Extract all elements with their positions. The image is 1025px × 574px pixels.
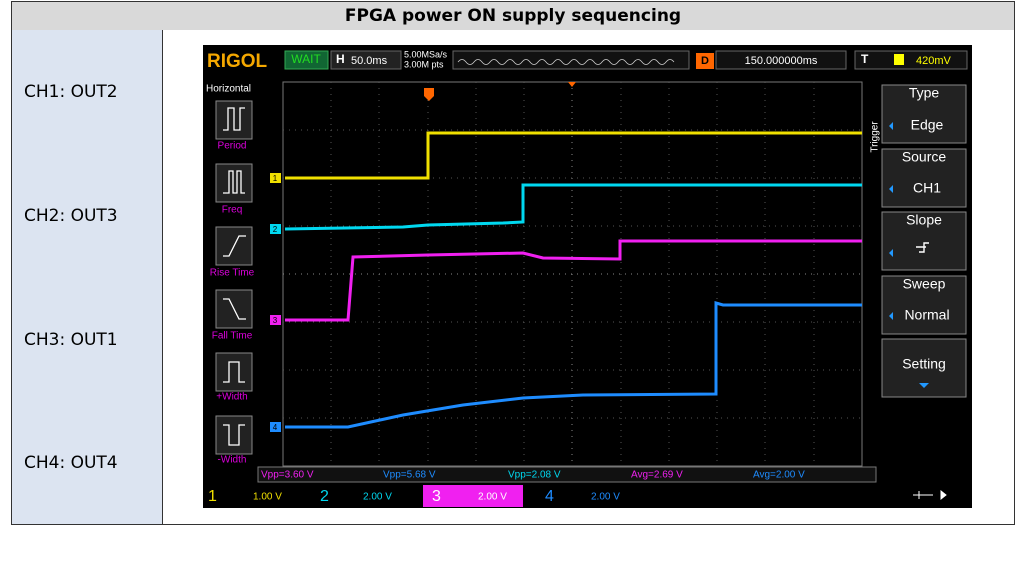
channel-scale: 2.00 V bbox=[363, 492, 392, 503]
menu-title: Trigger bbox=[870, 121, 881, 153]
oscilloscope-screen: RIGOL WAIT H 50.0ms 5.00MSa/s 3.00M pts … bbox=[203, 45, 972, 508]
channel-number: 4 bbox=[545, 488, 554, 505]
status: WAIT bbox=[291, 52, 321, 66]
row-label: CH4: OUT4 bbox=[11, 402, 163, 525]
menu-item: Rise Time bbox=[210, 268, 255, 279]
row-label: CH2: OUT3 bbox=[11, 154, 163, 279]
menu-value: CH1 bbox=[913, 180, 941, 196]
menu-label: Setting bbox=[902, 356, 946, 372]
delay-label: D bbox=[701, 55, 709, 67]
trigger-label: T bbox=[861, 52, 869, 66]
channel-scale: 2.00 V bbox=[591, 492, 620, 503]
row-label: CH3: OUT1 bbox=[11, 278, 163, 403]
menu-value: Edge bbox=[911, 117, 944, 133]
measurement: Vpp=2.08 V bbox=[508, 470, 561, 481]
timebase-label: H bbox=[336, 52, 345, 66]
timebase: 50.0ms bbox=[351, 55, 388, 67]
brand: RIGOL bbox=[207, 51, 268, 72]
channel-number: 1 bbox=[208, 488, 217, 505]
menu-item: -Width bbox=[218, 455, 247, 466]
channel-number: 2 bbox=[320, 488, 329, 505]
menu-value: Normal bbox=[904, 307, 949, 323]
table-title: FPGA power ON supply sequencing bbox=[11, 1, 1015, 31]
channel-scale: 1.00 V bbox=[253, 492, 282, 503]
delay: 150.000000ms bbox=[745, 55, 818, 67]
menu-label: Type bbox=[909, 85, 940, 101]
channel-marker: 3 bbox=[273, 316, 278, 325]
menu-item: Period bbox=[218, 141, 247, 152]
measurement: Vpp=3.60 V bbox=[261, 470, 314, 481]
channel-marker: 4 bbox=[273, 423, 278, 432]
menu-label: Slope bbox=[906, 212, 942, 228]
sample-rate: 5.00MSa/s bbox=[404, 49, 448, 59]
menu-item: +Width bbox=[216, 392, 247, 403]
channel-number: 3 bbox=[432, 488, 441, 505]
menu-title: Horizontal bbox=[206, 84, 251, 95]
measurement: Vpp=5.68 V bbox=[383, 470, 436, 481]
points: 3.00M pts bbox=[404, 59, 444, 69]
row-label: CH1: OUT2 bbox=[11, 30, 163, 155]
measurement: Avg=2.69 V bbox=[631, 470, 683, 481]
menu-label: Source bbox=[902, 149, 947, 165]
menu-label: Sweep bbox=[903, 276, 946, 292]
menu-item: Fall Time bbox=[212, 331, 253, 342]
channel-marker: 1 bbox=[273, 174, 278, 183]
menu-item: Freq bbox=[222, 205, 243, 216]
measurement: Avg=2.00 V bbox=[753, 470, 805, 481]
trigger-level: 420mV bbox=[916, 55, 952, 67]
channel-scale: 2.00 V bbox=[478, 492, 507, 503]
channel-marker: 2 bbox=[273, 225, 278, 234]
